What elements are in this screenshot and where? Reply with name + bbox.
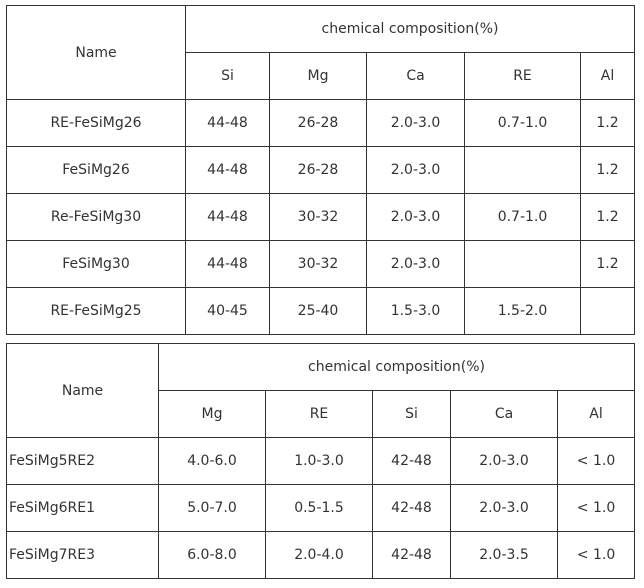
table-cell: < 1.0 [556,531,636,579]
table-cell: 2.0-3.5 [450,531,558,579]
table-cell: 30-32 [269,240,367,288]
column-header: Al [579,52,636,100]
table-cell: 2.0-3.0 [450,437,558,485]
column-header: Al [556,390,636,438]
table-cell: 2.0-3.0 [366,99,465,147]
table-cell: 44-48 [185,240,270,288]
table-cell [464,146,581,194]
table-cell: 26-28 [269,99,367,147]
table-cell: 2.0-3.0 [366,240,465,288]
table-cell: 1.5-2.0 [464,287,581,335]
column-header: RE [464,52,581,100]
table-cell: 40-45 [185,287,270,335]
product-name: Re-FeSiMg30 [6,193,186,241]
table-cell: 1.5-3.0 [366,287,465,335]
table-cell [579,287,636,335]
table-cell: 5.0-7.0 [158,484,266,532]
composition-group-header: chemical composition(%) [184,5,636,53]
table-cell: 2.0-3.0 [366,193,465,241]
column-header: Mg [269,52,367,100]
product-name: FeSiMg26 [6,146,186,194]
table-cell: 42-48 [372,484,451,532]
table-cell: 1.2 [579,193,636,241]
column-header: RE [265,390,373,438]
composition-table-2: Name chemical composition(%) Mg RE Si Ca… [6,343,636,579]
table-row: FeSiMg7RE3 6.0-8.0 2.0-4.0 42-48 2.0-3.5… [6,531,636,579]
name-header: Name [6,5,186,100]
table-row: FeSiMg30 44-48 30-32 2.0-3.0 1.2 [6,240,636,288]
table-cell: 44-48 [185,193,270,241]
column-header: Ca [366,52,465,100]
table-cell: 0.5-1.5 [265,484,373,532]
name-header: Name [6,343,159,438]
composition-group-header: chemical composition(%) [157,343,636,391]
table-cell: 25-40 [269,287,367,335]
composition-table-1: Name chemical composition(%) Si Mg Ca RE… [6,5,636,335]
table-row: RE-FeSiMg25 40-45 25-40 1.5-3.0 1.5-2.0 [6,287,636,335]
table-cell: 44-48 [185,146,270,194]
table-cell: 2.0-4.0 [265,531,373,579]
table-cell: 44-48 [185,99,270,147]
table-cell: 0.7-1.0 [464,99,581,147]
table-cell: 1.2 [579,146,636,194]
table-row: FeSiMg6RE1 5.0-7.0 0.5-1.5 42-48 2.0-3.0… [6,484,636,532]
table-row: FeSiMg26 44-48 26-28 2.0-3.0 1.2 [6,146,636,194]
table-cell [464,240,581,288]
table-cell: 1.0-3.0 [265,437,373,485]
table-cell: 2.0-3.0 [366,146,465,194]
product-name: FeSiMg5RE2 [6,437,159,485]
product-name: FeSiMg30 [6,240,186,288]
column-header: Si [185,52,270,100]
product-name: FeSiMg7RE3 [6,531,159,579]
table-row: FeSiMg5RE2 4.0-6.0 1.0-3.0 42-48 2.0-3.0… [6,437,636,485]
table-cell: < 1.0 [556,484,636,532]
table-cell: 1.2 [579,240,636,288]
column-header: Ca [450,390,558,438]
table-row: Re-FeSiMg30 44-48 30-32 2.0-3.0 0.7-1.0 … [6,193,636,241]
table-cell: 4.0-6.0 [158,437,266,485]
product-name: RE-FeSiMg25 [6,287,186,335]
column-header: Si [372,390,451,438]
table-cell: 42-48 [372,531,451,579]
product-name: FeSiMg6RE1 [6,484,159,532]
column-header: Mg [158,390,266,438]
table-row: RE-FeSiMg26 44-48 26-28 2.0-3.0 0.7-1.0 … [6,99,636,147]
table-cell: 26-28 [269,146,367,194]
product-name: RE-FeSiMg26 [6,99,186,147]
table-cell: 42-48 [372,437,451,485]
table-cell: 1.2 [579,99,636,147]
table-cell: 30-32 [269,193,367,241]
table-cell: 6.0-8.0 [158,531,266,579]
table-cell: 2.0-3.0 [450,484,558,532]
table-cell: 0.7-1.0 [464,193,581,241]
table-cell: < 1.0 [556,437,636,485]
